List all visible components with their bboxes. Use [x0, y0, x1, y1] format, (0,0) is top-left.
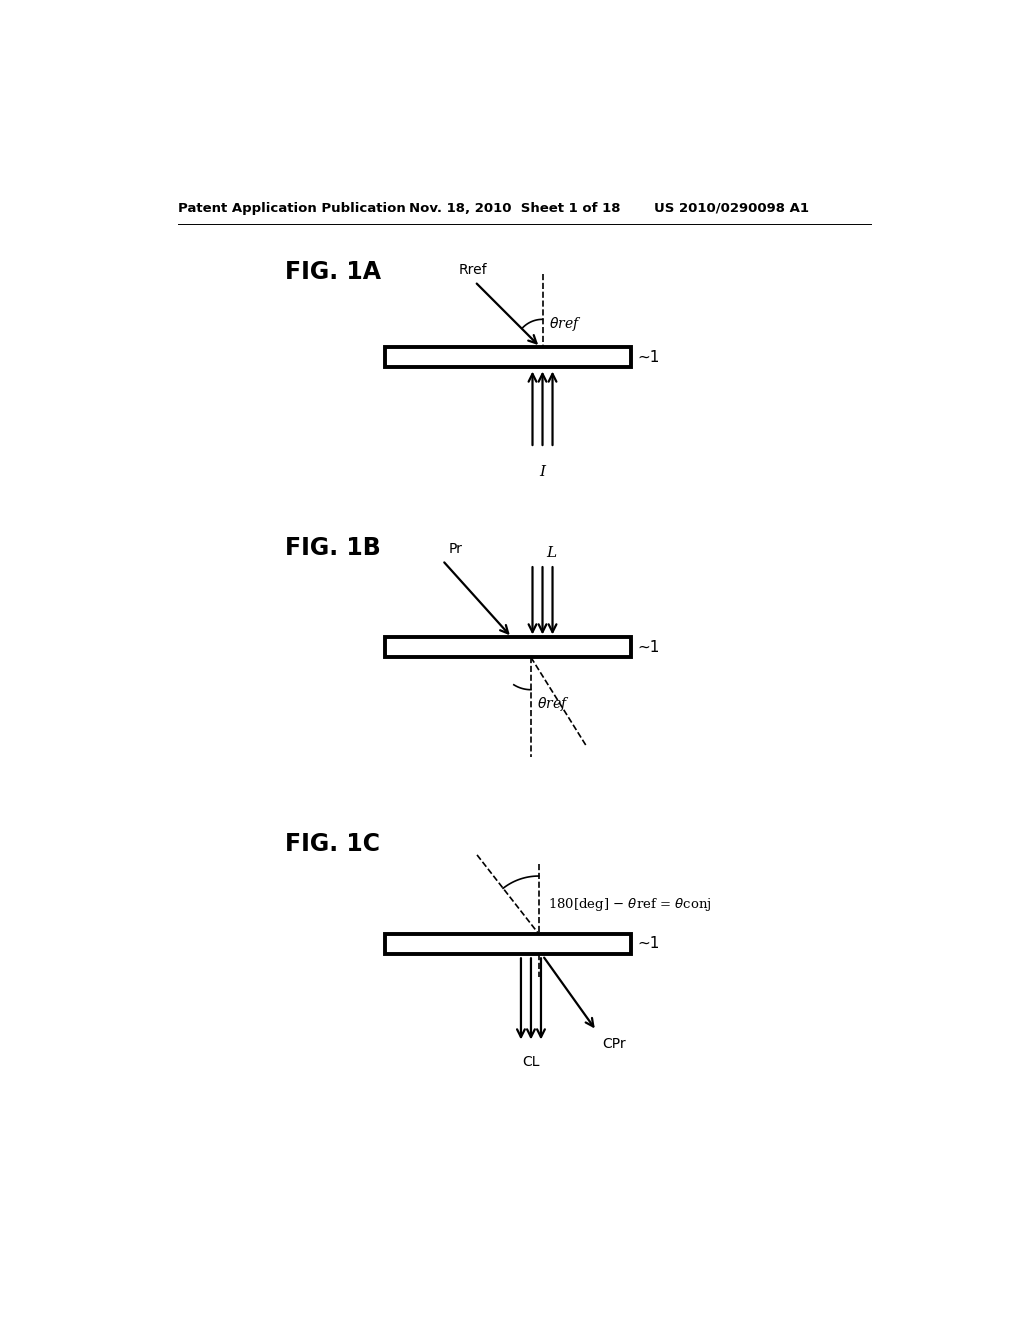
Text: Patent Application Publication: Patent Application Publication	[178, 202, 407, 215]
Text: CPr: CPr	[602, 1038, 627, 1051]
Text: 180[deg] $-$ $\theta$ref = $\theta$conj: 180[deg] $-$ $\theta$ref = $\theta$conj	[548, 896, 712, 913]
Text: ~1: ~1	[637, 936, 659, 952]
Text: I: I	[540, 465, 546, 479]
Text: CL: CL	[522, 1055, 540, 1069]
Bar	[385, 933, 631, 954]
Text: ~1: ~1	[637, 640, 659, 655]
Text: Pr: Pr	[449, 541, 463, 556]
Text: FIG. 1A: FIG. 1A	[285, 260, 381, 284]
Text: US 2010/0290098 A1: US 2010/0290098 A1	[654, 202, 809, 215]
Bar	[385, 638, 631, 657]
Text: ~1: ~1	[637, 350, 659, 364]
Text: $\theta$ref: $\theta$ref	[538, 694, 569, 713]
Text: $\theta$ref: $\theta$ref	[549, 315, 582, 333]
Text: L: L	[547, 545, 556, 560]
Text: Rref: Rref	[459, 263, 487, 277]
Text: FIG. 1B: FIG. 1B	[285, 536, 380, 560]
Text: Nov. 18, 2010  Sheet 1 of 18: Nov. 18, 2010 Sheet 1 of 18	[410, 202, 621, 215]
Text: FIG. 1C: FIG. 1C	[285, 832, 380, 857]
Bar	[385, 347, 631, 367]
